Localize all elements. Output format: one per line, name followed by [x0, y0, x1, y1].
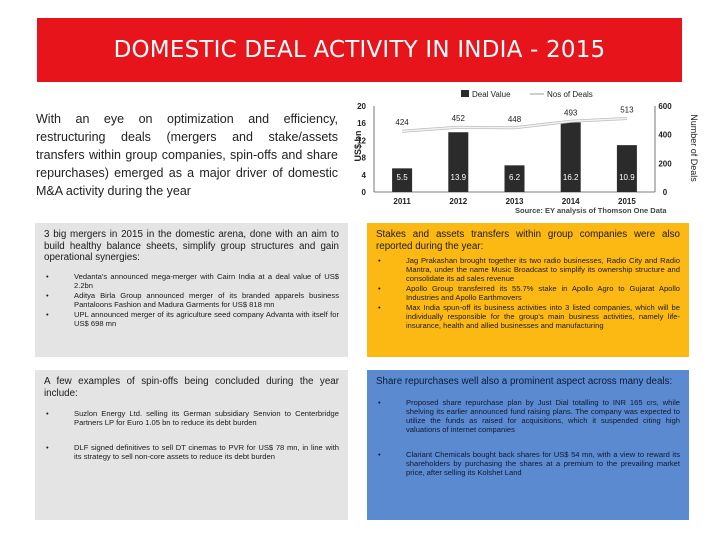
x-tick-label: 2013 [506, 197, 524, 206]
bar-label-2012: 13.9 [451, 173, 467, 182]
list-item: • Vedanta's announced mega-merger with Ca… [46, 271, 339, 290]
chart-line: 424 452 448 493 513 [395, 105, 634, 133]
spin-offs-lead: A few examples of spin-offs being conclu… [44, 376, 339, 399]
bullet-icon: • [378, 397, 381, 407]
bullet-icon: • [46, 443, 49, 452]
chart-y2label: Number of Deals [689, 114, 699, 182]
line-label-2015: 513 [620, 105, 634, 114]
y-tick-label: 0 [362, 188, 367, 197]
spin-offs-box: A few examples of spin-offs being conclu… [35, 370, 348, 520]
chart-left-ticks: 0 4 8 12 16 20 [357, 102, 366, 197]
x-tick-label: 2015 [618, 197, 636, 206]
chart-legend: Deal Value Nos of Deals [461, 90, 593, 99]
y-tick-label: 20 [357, 102, 366, 111]
share-repurchases-lead: Share repurchases well also a prominent … [376, 376, 673, 387]
chart-ylabel: US$ bn [353, 130, 363, 161]
bar-2015 [616, 145, 637, 192]
bar-label-2015: 10.9 [619, 173, 635, 182]
deals-line-path [402, 117, 627, 132]
share-repurchases-box: Share repurchases well also a prominent … [367, 370, 689, 520]
bullet-icon: • [46, 309, 49, 319]
bar-2012 [448, 132, 469, 192]
chart-bars: 5.5 13.9 6.2 16.2 10.9 [392, 122, 637, 192]
mergers-box: 3 big mergers in 2015 in the domestic ar… [35, 223, 348, 357]
y2-tick-label: 600 [658, 102, 672, 111]
page-title: DOMESTIC DEAL ACTIVITY IN INDIA - 2015 [113, 37, 606, 63]
line-label-2011: 424 [395, 118, 409, 127]
stake-transfers-list: • Jag Prakashan brought together its two … [376, 256, 680, 330]
legend-swatch-deal-value [461, 90, 469, 97]
y-tick-label: 12 [357, 136, 366, 145]
bar-label-2014: 16.2 [563, 173, 579, 182]
y2-tick-label: 400 [658, 131, 672, 140]
chart-source-note: Source: EY analysis of Thomson One Data [515, 206, 667, 215]
spin-offs-list: • Suzlon Energy Ltd. selling its German s… [44, 409, 339, 461]
y-tick-label: 16 [357, 119, 366, 128]
mergers-lead: 3 big mergers in 2015 in the domestic ar… [44, 229, 339, 263]
chart-svg: Deal Value Nos of Deals US$ bn Number of… [353, 90, 699, 206]
chart-right-ticks: 0 200 400 600 [658, 102, 672, 197]
bullet-icon: • [378, 256, 381, 265]
mergers-list: • Vedanta's announced mega-merger with Ca… [44, 272, 339, 328]
share-repurchases-list: • Proposed share repurchase plan by Just … [376, 398, 680, 477]
stake-transfers-lead: Stakes and assets transfers within group… [376, 229, 680, 252]
chart-x-ticks: 2011 2012 2013 2014 2015 [393, 197, 636, 206]
list-item: • UPL announced merger of its agriculture… [46, 309, 339, 328]
bullet-icon: • [378, 284, 381, 293]
list-item: • DLF signed definitives to sell DT cinem… [46, 443, 339, 461]
legend-label-deal-value: Deal Value [472, 90, 511, 99]
list-item: • Jag Prakashan brought together its two … [378, 256, 680, 283]
title-banner: DOMESTIC DEAL ACTIVITY IN INDIA - 2015 [37, 18, 682, 82]
bar-2013 [504, 165, 525, 192]
x-tick-label: 2012 [449, 197, 467, 206]
list-item: • Aditya Birla Group announced merger of … [46, 290, 339, 309]
bar-2014 [560, 122, 581, 192]
intro-paragraph: With an eye on optimization and efficien… [36, 112, 338, 198]
y2-tick-label: 200 [658, 159, 672, 168]
line-label-2014: 493 [564, 108, 578, 117]
bullet-icon: • [46, 271, 49, 281]
list-item: • Proposed share repurchase plan by Just … [378, 397, 680, 434]
bullet-icon: • [46, 409, 49, 418]
bullet-icon: • [378, 449, 381, 459]
stake-transfers-box: Stakes and assets transfers within group… [367, 223, 689, 357]
x-tick-label: 2014 [562, 197, 580, 206]
list-item: • Suzlon Energy Ltd. selling its German s… [46, 409, 339, 427]
bar-label-2013: 6.2 [509, 173, 521, 182]
legend-label-nos-of-deals: Nos of Deals [547, 90, 593, 99]
deal-activity-chart: Deal Value Nos of Deals US$ bn Number of… [350, 86, 705, 218]
bullet-icon: • [378, 303, 381, 312]
bar-label-2011: 5.5 [397, 173, 409, 182]
list-item: • Max India spun-off its business activit… [378, 303, 680, 330]
list-item: • Clariant Chemicals bought back shares f… [378, 449, 680, 477]
bar-2011 [392, 168, 413, 192]
list-item: • Apollo Group transferred its 55.7% stak… [378, 284, 680, 302]
line-label-2013: 448 [508, 115, 522, 124]
y-tick-label: 4 [362, 171, 367, 180]
y-tick-label: 8 [362, 154, 367, 163]
y2-tick-label: 0 [663, 188, 668, 197]
x-tick-label: 2011 [393, 197, 411, 206]
bullet-icon: • [46, 290, 49, 300]
line-label-2012: 452 [452, 114, 466, 123]
